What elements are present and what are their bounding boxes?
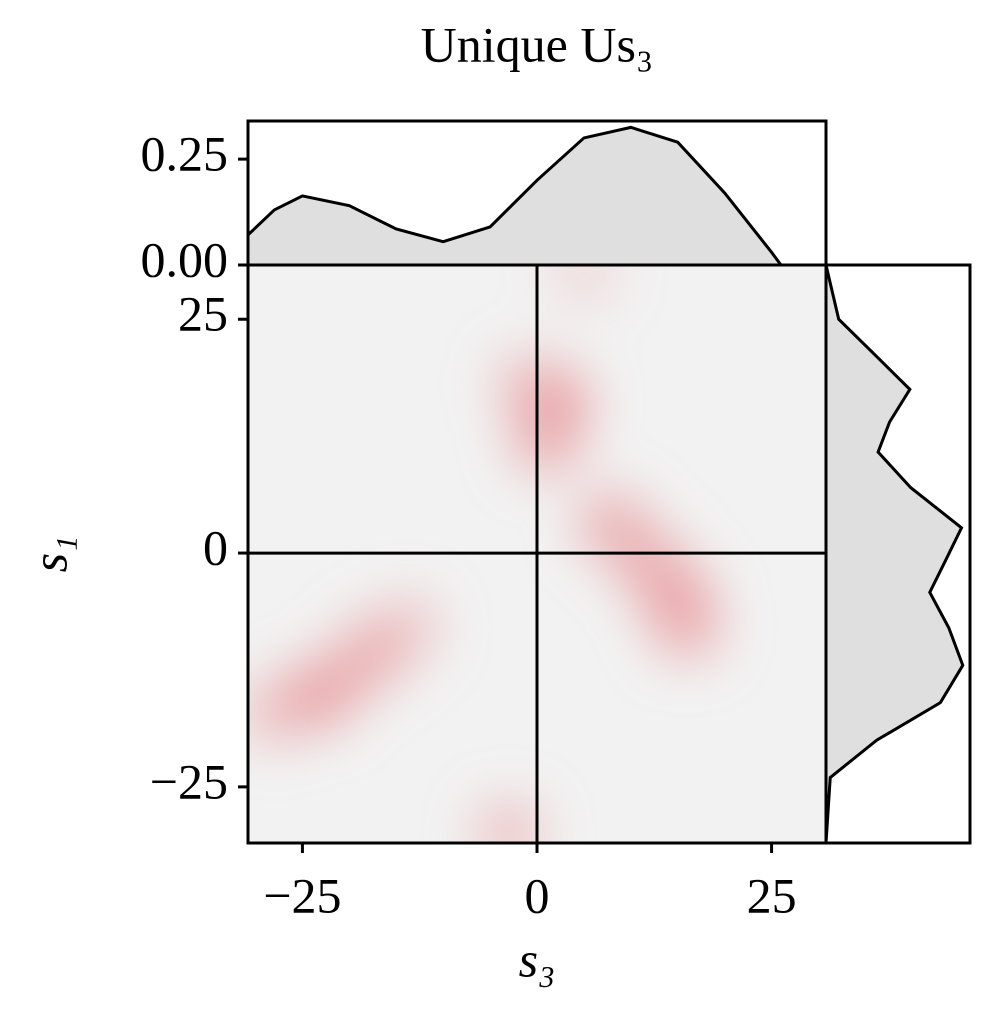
x-tick-label: 25	[747, 867, 797, 923]
x-tick-label: −25	[263, 867, 341, 923]
density-layer	[248, 265, 722, 843]
axes-frame	[824, 263, 972, 845]
density-clip	[248, 265, 722, 843]
x-tick-label: 0	[525, 867, 550, 923]
density-blob	[474, 799, 543, 843]
density-blob	[371, 593, 440, 662]
density-blob	[493, 350, 562, 419]
chart-title: Unique Us₃	[421, 16, 654, 72]
axes-frame	[246, 119, 828, 267]
density-curve	[246, 125, 826, 267]
y-axis-label: s₁	[21, 536, 77, 573]
y-tick-label: 0	[203, 520, 228, 576]
density-fill	[248, 127, 826, 266]
density-blob	[248, 678, 309, 747]
y-tick-label: −25	[150, 753, 228, 809]
y-tick-label: 0.25	[141, 126, 229, 182]
density-blob	[653, 593, 722, 662]
density-blob	[512, 406, 581, 475]
x-axis-label: s₃	[519, 931, 556, 987]
y-tick-label: 0.00	[141, 231, 229, 287]
density-fill	[826, 265, 963, 843]
y-tick-label: 25	[178, 286, 228, 342]
density-curve	[824, 264, 965, 844]
density-blob	[549, 265, 618, 307]
